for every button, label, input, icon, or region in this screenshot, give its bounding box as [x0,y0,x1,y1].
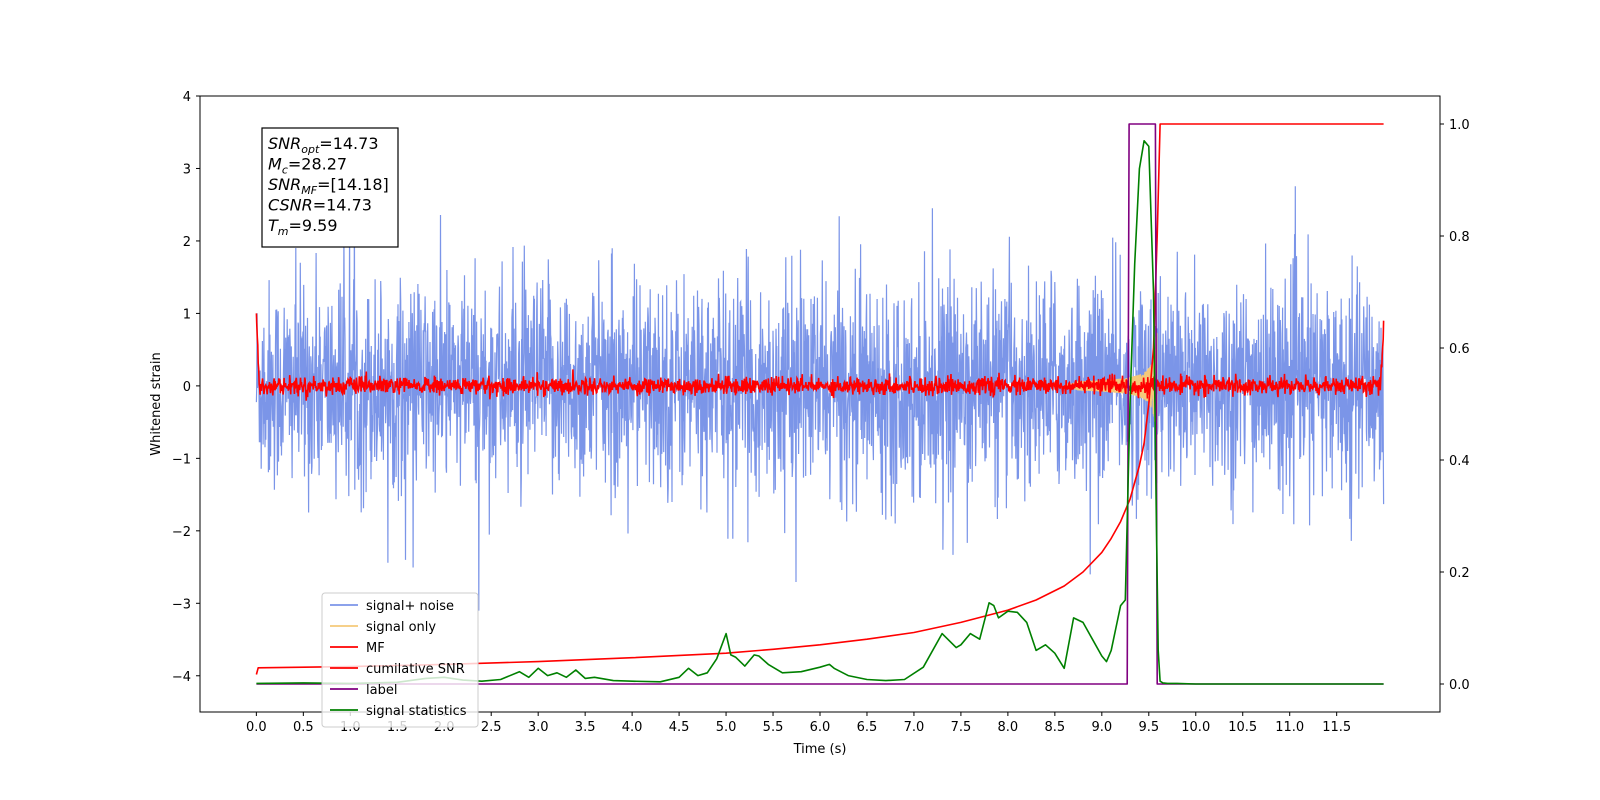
x-axis-label: Time (s) [793,742,847,757]
y-tick-label: −2 [172,525,191,540]
x-tick-label: 0.5 [293,720,314,735]
x-tick-label: 3.0 [528,720,549,735]
x-tick-label: 3.5 [575,720,596,735]
x-tick-label: 0.0 [246,720,267,735]
x-tick-label: 9.5 [1138,720,1159,735]
x-tick-label: 7.5 [951,720,972,735]
annotation-line: CSNR=14.73 [268,196,372,215]
x-tick-label: 9.0 [1091,720,1112,735]
legend-label: cumilative SNR [366,662,465,677]
y-tick-label: 3 [183,162,191,177]
x-tick-label: 10.5 [1228,720,1257,735]
series-cumilative-snr [255,123,1384,675]
x-tick-label: 6.5 [857,720,878,735]
x-tick-label: 8.5 [1045,720,1066,735]
y-tick-label: −1 [172,452,191,467]
annotation-box: SNRopt=14.73Mc=28.27SNRMF=[14.18]CSNR=14… [261,127,399,248]
x-tick-label: 6.0 [810,720,831,735]
annotation-line: SNRMF=[14.18] [268,175,389,197]
legend-frame [321,592,479,728]
x-tick-label: 11.5 [1322,720,1351,735]
y-tick-label: 4 [183,90,191,105]
y-right-tick-label: 0.2 [1449,566,1470,581]
legend-label: MF [366,641,385,656]
legend-label: label [366,683,397,698]
series-signal-statistics [256,140,1384,685]
y-tick-label: −3 [172,597,191,612]
legend: signal+ noise signal only MF cumilative SNR… [321,592,479,728]
legend-label: signal statistics [366,704,467,719]
annotation-line: SNRopt=14.73 [268,134,379,156]
x-tick-label: 11.0 [1275,720,1304,735]
x-tick-label: 2.5 [481,720,502,735]
annotation-frame [261,127,399,248]
x-tick-label: 7.0 [904,720,925,735]
legend-label: signal only [366,620,436,635]
y-right-tick-label: 0.4 [1449,454,1470,469]
y-axis-label: Whitened strain [149,352,164,455]
y-tick-label: 0 [183,380,191,395]
series-mf [255,313,1385,401]
x-tick-label: 4.0 [622,720,643,735]
y-right-tick-label: 0.0 [1449,678,1470,693]
plot-area [255,123,1385,685]
annotation-line: Tm=9.59 [268,216,338,238]
annotation-line: Mc=28.27 [268,155,347,177]
x-tick-label: 5.5 [763,720,784,735]
x-tick-label: 5.0 [716,720,737,735]
y-right-tick-label: 1.0 [1449,118,1470,133]
series-signal-noise [255,186,1385,611]
legend-label: signal+ noise [366,599,454,614]
y-right-tick-label: 0.8 [1449,230,1470,245]
y-tick-label: −4 [172,670,191,685]
y-right-tick-label: 0.6 [1449,342,1470,357]
x-tick-label: 4.5 [669,720,690,735]
y-tick-label: 1 [183,307,191,322]
y-tick-label: 2 [183,235,191,250]
x-tick-label: 8.0 [998,720,1019,735]
x-tick-label: 10.0 [1181,720,1210,735]
